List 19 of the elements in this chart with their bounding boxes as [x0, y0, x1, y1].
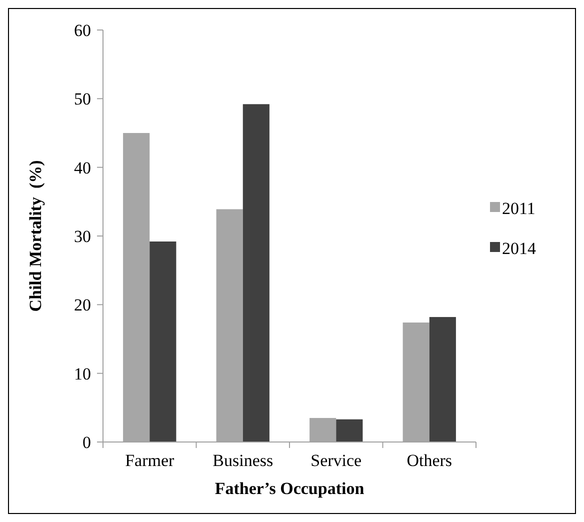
legend-label: 2011: [502, 198, 536, 218]
legend-label: 2014: [502, 238, 536, 258]
y-tick-label: 10: [74, 364, 91, 384]
y-tick-label: 40: [74, 158, 91, 178]
x-tick-label: Farmer: [125, 451, 175, 470]
y-tick-label: 60: [74, 20, 91, 40]
x-axis-title: Father’s Occupation: [214, 479, 365, 498]
x-tick-label: Service: [310, 451, 362, 470]
x-tick-label: Business: [212, 451, 274, 470]
y-tick-label: 30: [74, 226, 91, 246]
y-tick-label: 20: [74, 296, 91, 315]
y-tick-label: 50: [74, 90, 91, 109]
x-tick-label: Others: [406, 451, 452, 470]
bar: [242, 104, 270, 442]
bar: [336, 419, 363, 442]
bar: [429, 317, 456, 442]
y-tick-label: 0: [82, 432, 91, 452]
y-axis-title: Child Mortality (%): [26, 160, 45, 312]
bar: [150, 241, 176, 442]
